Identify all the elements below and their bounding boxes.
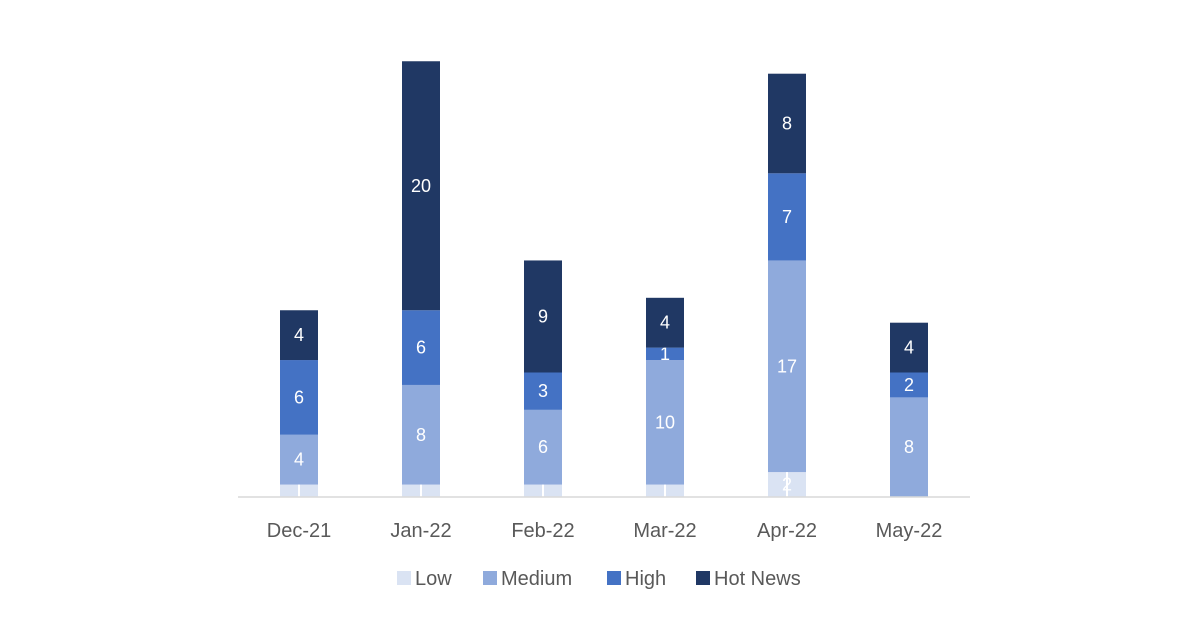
bar-high-jan-22: [402, 310, 440, 385]
category-label-apr-22: Apr-22: [757, 520, 817, 542]
bar-hot-news-apr-22: [768, 73, 806, 174]
data-label: 20: [411, 176, 431, 196]
legend-swatch-high: [607, 571, 621, 585]
bar-medium-feb-22: [524, 409, 562, 485]
low-segment-divider: [298, 484, 300, 497]
data-label: 6: [416, 338, 426, 358]
bar-medium-may-22: [890, 397, 928, 497]
category-labels: Dec-21 Jan-22 Feb-22 Mar-22 Apr-22 May-22: [267, 520, 943, 542]
data-label: 4: [660, 313, 670, 333]
legend: Low Medium High Hot News: [397, 568, 801, 590]
bar-high-apr-22: [768, 173, 806, 261]
legend-swatch-medium: [483, 571, 497, 585]
legend-label-low: Low: [415, 568, 452, 590]
category-label-feb-22: Feb-22: [511, 520, 574, 542]
bar-medium-apr-22: [768, 260, 806, 473]
data-label: 8: [416, 425, 426, 445]
bar-medium-dec-21: [280, 434, 318, 485]
bar-hot-news-may-22: [890, 322, 928, 373]
data-label: 9: [538, 306, 548, 326]
legend-swatch-hot-news: [696, 571, 710, 585]
data-label: 17: [777, 356, 797, 376]
bar-hot-news-mar-22: [646, 297, 684, 348]
bar-medium-mar-22: [646, 360, 684, 485]
legend-swatch-low: [397, 571, 411, 585]
data-label: 8: [904, 437, 914, 457]
bar-high-may-22: [890, 372, 928, 398]
category-label-mar-22: Mar-22: [633, 520, 696, 542]
bar-high-mar-22: [646, 347, 684, 361]
data-label: 1: [660, 344, 670, 364]
data-label: 8: [782, 114, 792, 134]
bar-hot-news-jan-22: [402, 61, 440, 311]
data-label: 6: [294, 387, 304, 407]
data-label: 10: [655, 412, 675, 432]
low-segment-divider: [420, 484, 422, 497]
data-label: 2: [904, 375, 914, 395]
bars-group: 4648620639101421778824: [280, 61, 928, 497]
data-label: 4: [294, 450, 304, 470]
data-label: 4: [294, 325, 304, 345]
category-label-dec-21: Dec-21: [267, 520, 331, 542]
category-label-may-22: May-22: [876, 520, 943, 542]
bar-medium-jan-22: [402, 384, 440, 485]
data-label: 3: [538, 381, 548, 401]
bar-high-dec-21: [280, 360, 318, 435]
low-segment-divider: [786, 472, 788, 497]
data-label: 4: [904, 338, 914, 358]
low-segment-divider: [664, 484, 666, 497]
data-label: 7: [782, 207, 792, 227]
legend-label-high: High: [625, 568, 666, 590]
bar-hot-news-feb-22: [524, 260, 562, 373]
bar-high-feb-22: [524, 372, 562, 410]
data-label: 6: [538, 437, 548, 457]
legend-label-medium: Medium: [501, 568, 572, 590]
low-segment-divider: [542, 484, 544, 497]
bar-hot-news-dec-21: [280, 310, 318, 361]
category-label-jan-22: Jan-22: [390, 520, 451, 542]
legend-label-hot-news: Hot News: [714, 568, 801, 590]
